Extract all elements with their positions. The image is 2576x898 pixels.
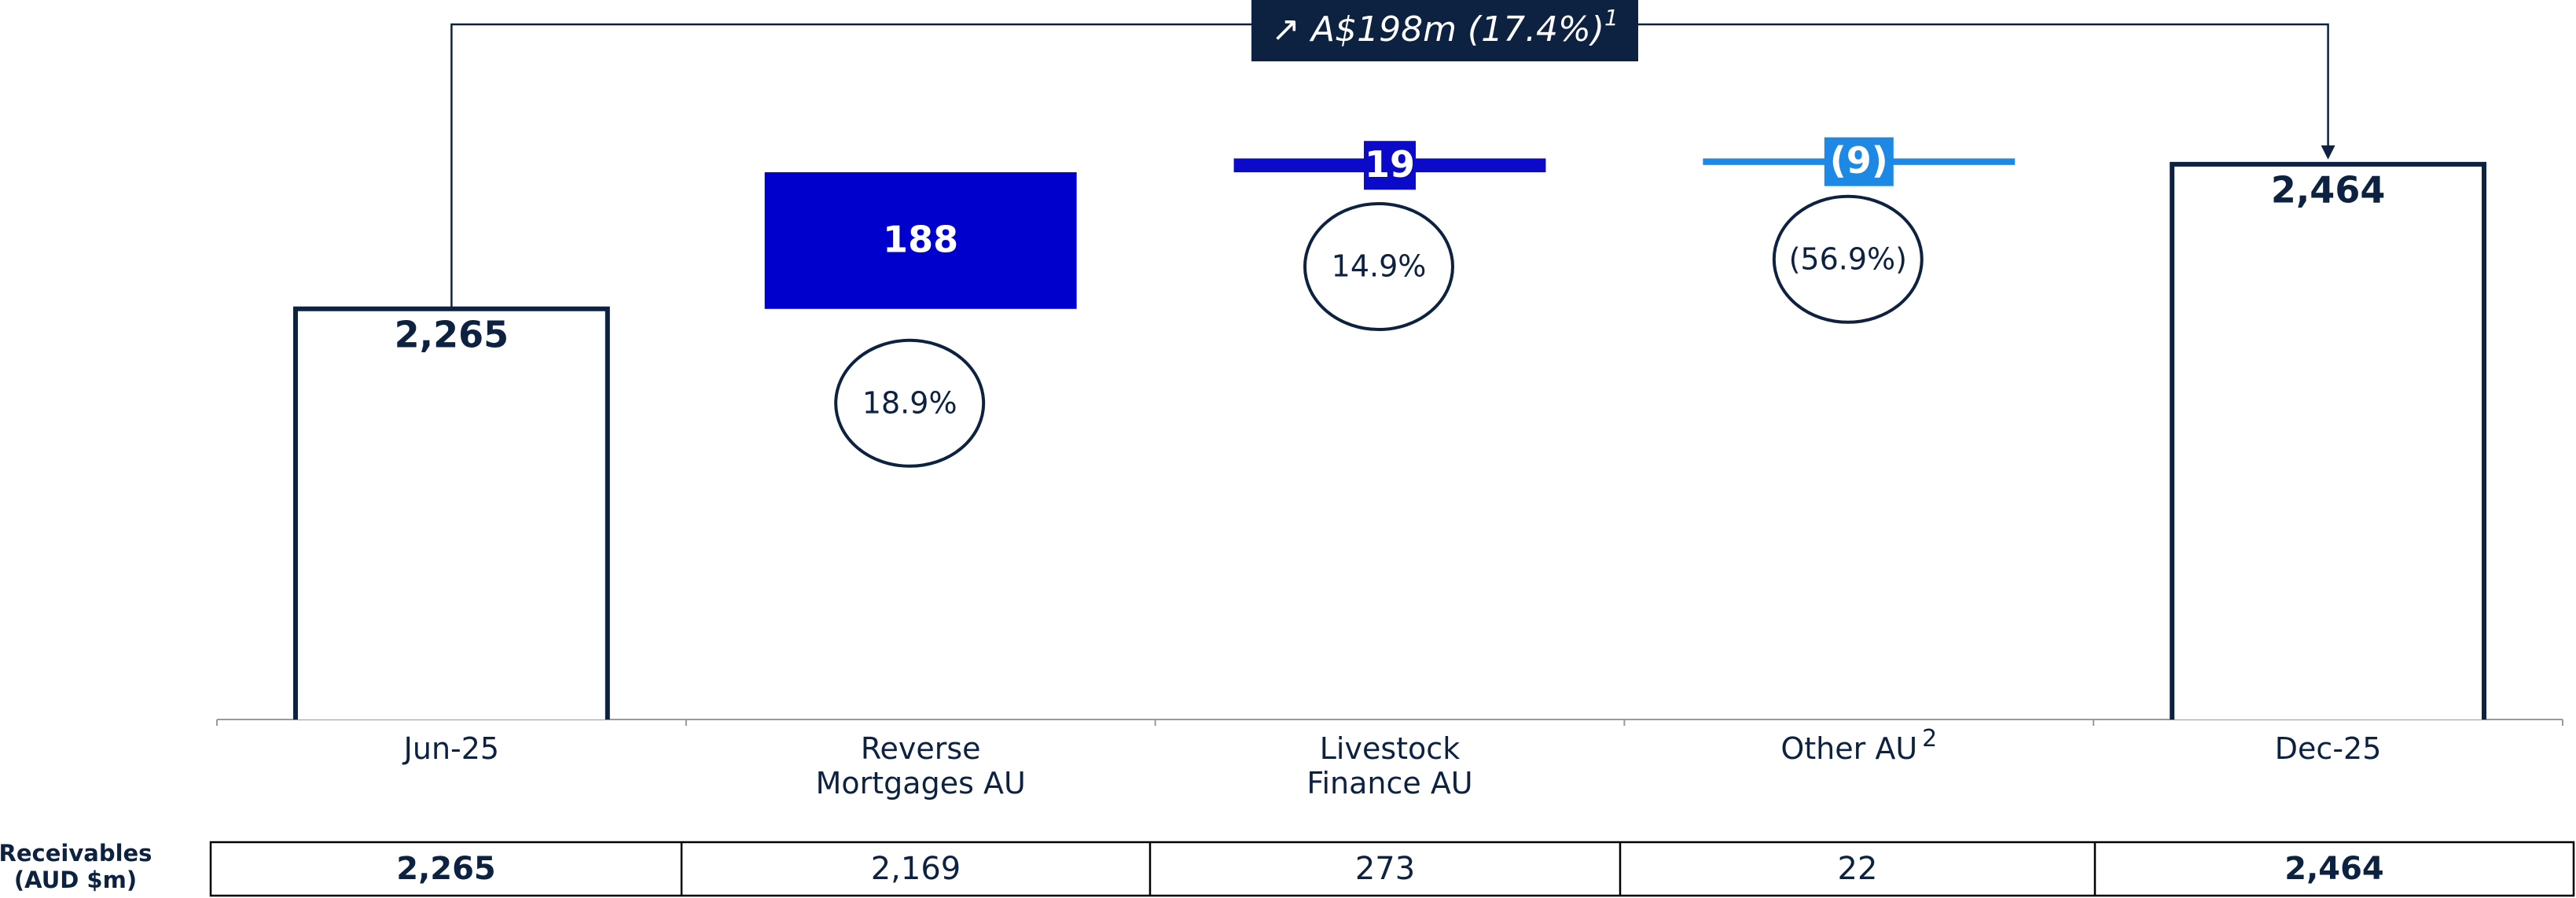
- table-border: [209, 841, 2575, 897]
- table-row-label: Receivables: [0, 840, 152, 867]
- table-cell: 2,265: [396, 851, 496, 887]
- growth-label: 14.9%: [1332, 249, 1427, 284]
- annotation: ↗ A$198m (17.4%)1: [1271, 5, 1619, 50]
- delta-bar: [764, 172, 1077, 309]
- x-tick-text: Other AU: [1780, 731, 1917, 766]
- table-cell: 273: [1355, 851, 1415, 887]
- annotation-note: 1: [1604, 5, 1619, 31]
- x-tick-label: Dec-25: [2275, 731, 2382, 766]
- annotation-box: [1251, 0, 1638, 61]
- x-tick-label: Mortgages AU: [816, 766, 1026, 800]
- x-tick-text: Reverse: [861, 731, 981, 766]
- value-label: 188: [883, 218, 958, 260]
- x-tick-text: Livestock: [1320, 731, 1460, 766]
- x-tick-text: Finance AU: [1306, 766, 1472, 800]
- x-tick-label: Reverse: [861, 731, 981, 766]
- growth-circle: [1772, 194, 1924, 324]
- value-label: (9): [1830, 139, 1888, 182]
- x-tick-label: Livestock: [1320, 731, 1460, 766]
- x-tick-label: Finance AU: [1306, 766, 1472, 800]
- growth-circle: [834, 338, 986, 468]
- value-label-box: [1364, 141, 1416, 190]
- total-bar: [292, 306, 610, 720]
- table-cell: 22: [1838, 851, 1878, 887]
- annotation-text: ↗ A$198m (17.4%): [1271, 9, 1604, 50]
- x-tick-text: Dec-25: [2275, 731, 2382, 766]
- x-tick-label: Jun-25: [402, 731, 499, 766]
- total-bar: [2170, 161, 2487, 720]
- table-cell: 2,169: [871, 851, 961, 887]
- value-label: 19: [1365, 143, 1415, 186]
- x-tick-text: Jun-25: [402, 731, 499, 766]
- value-label-box: [1824, 137, 1894, 186]
- x-tick-note: 2: [1922, 725, 1937, 753]
- table-row-label: (AUD $m): [14, 867, 137, 893]
- x-tick-text: Mortgages AU: [816, 766, 1026, 800]
- growth-label: 18.9%: [862, 385, 957, 420]
- x-tick-label: Other AU 2: [1780, 725, 1937, 766]
- value-label: 2,464: [2271, 168, 2386, 211]
- growth-circle: [1303, 202, 1454, 332]
- table-cell: 2,464: [2284, 851, 2384, 887]
- arrow-head: [2321, 145, 2335, 160]
- value-label: 2,265: [395, 313, 509, 355]
- growth-label: (56.9%): [1789, 241, 1907, 276]
